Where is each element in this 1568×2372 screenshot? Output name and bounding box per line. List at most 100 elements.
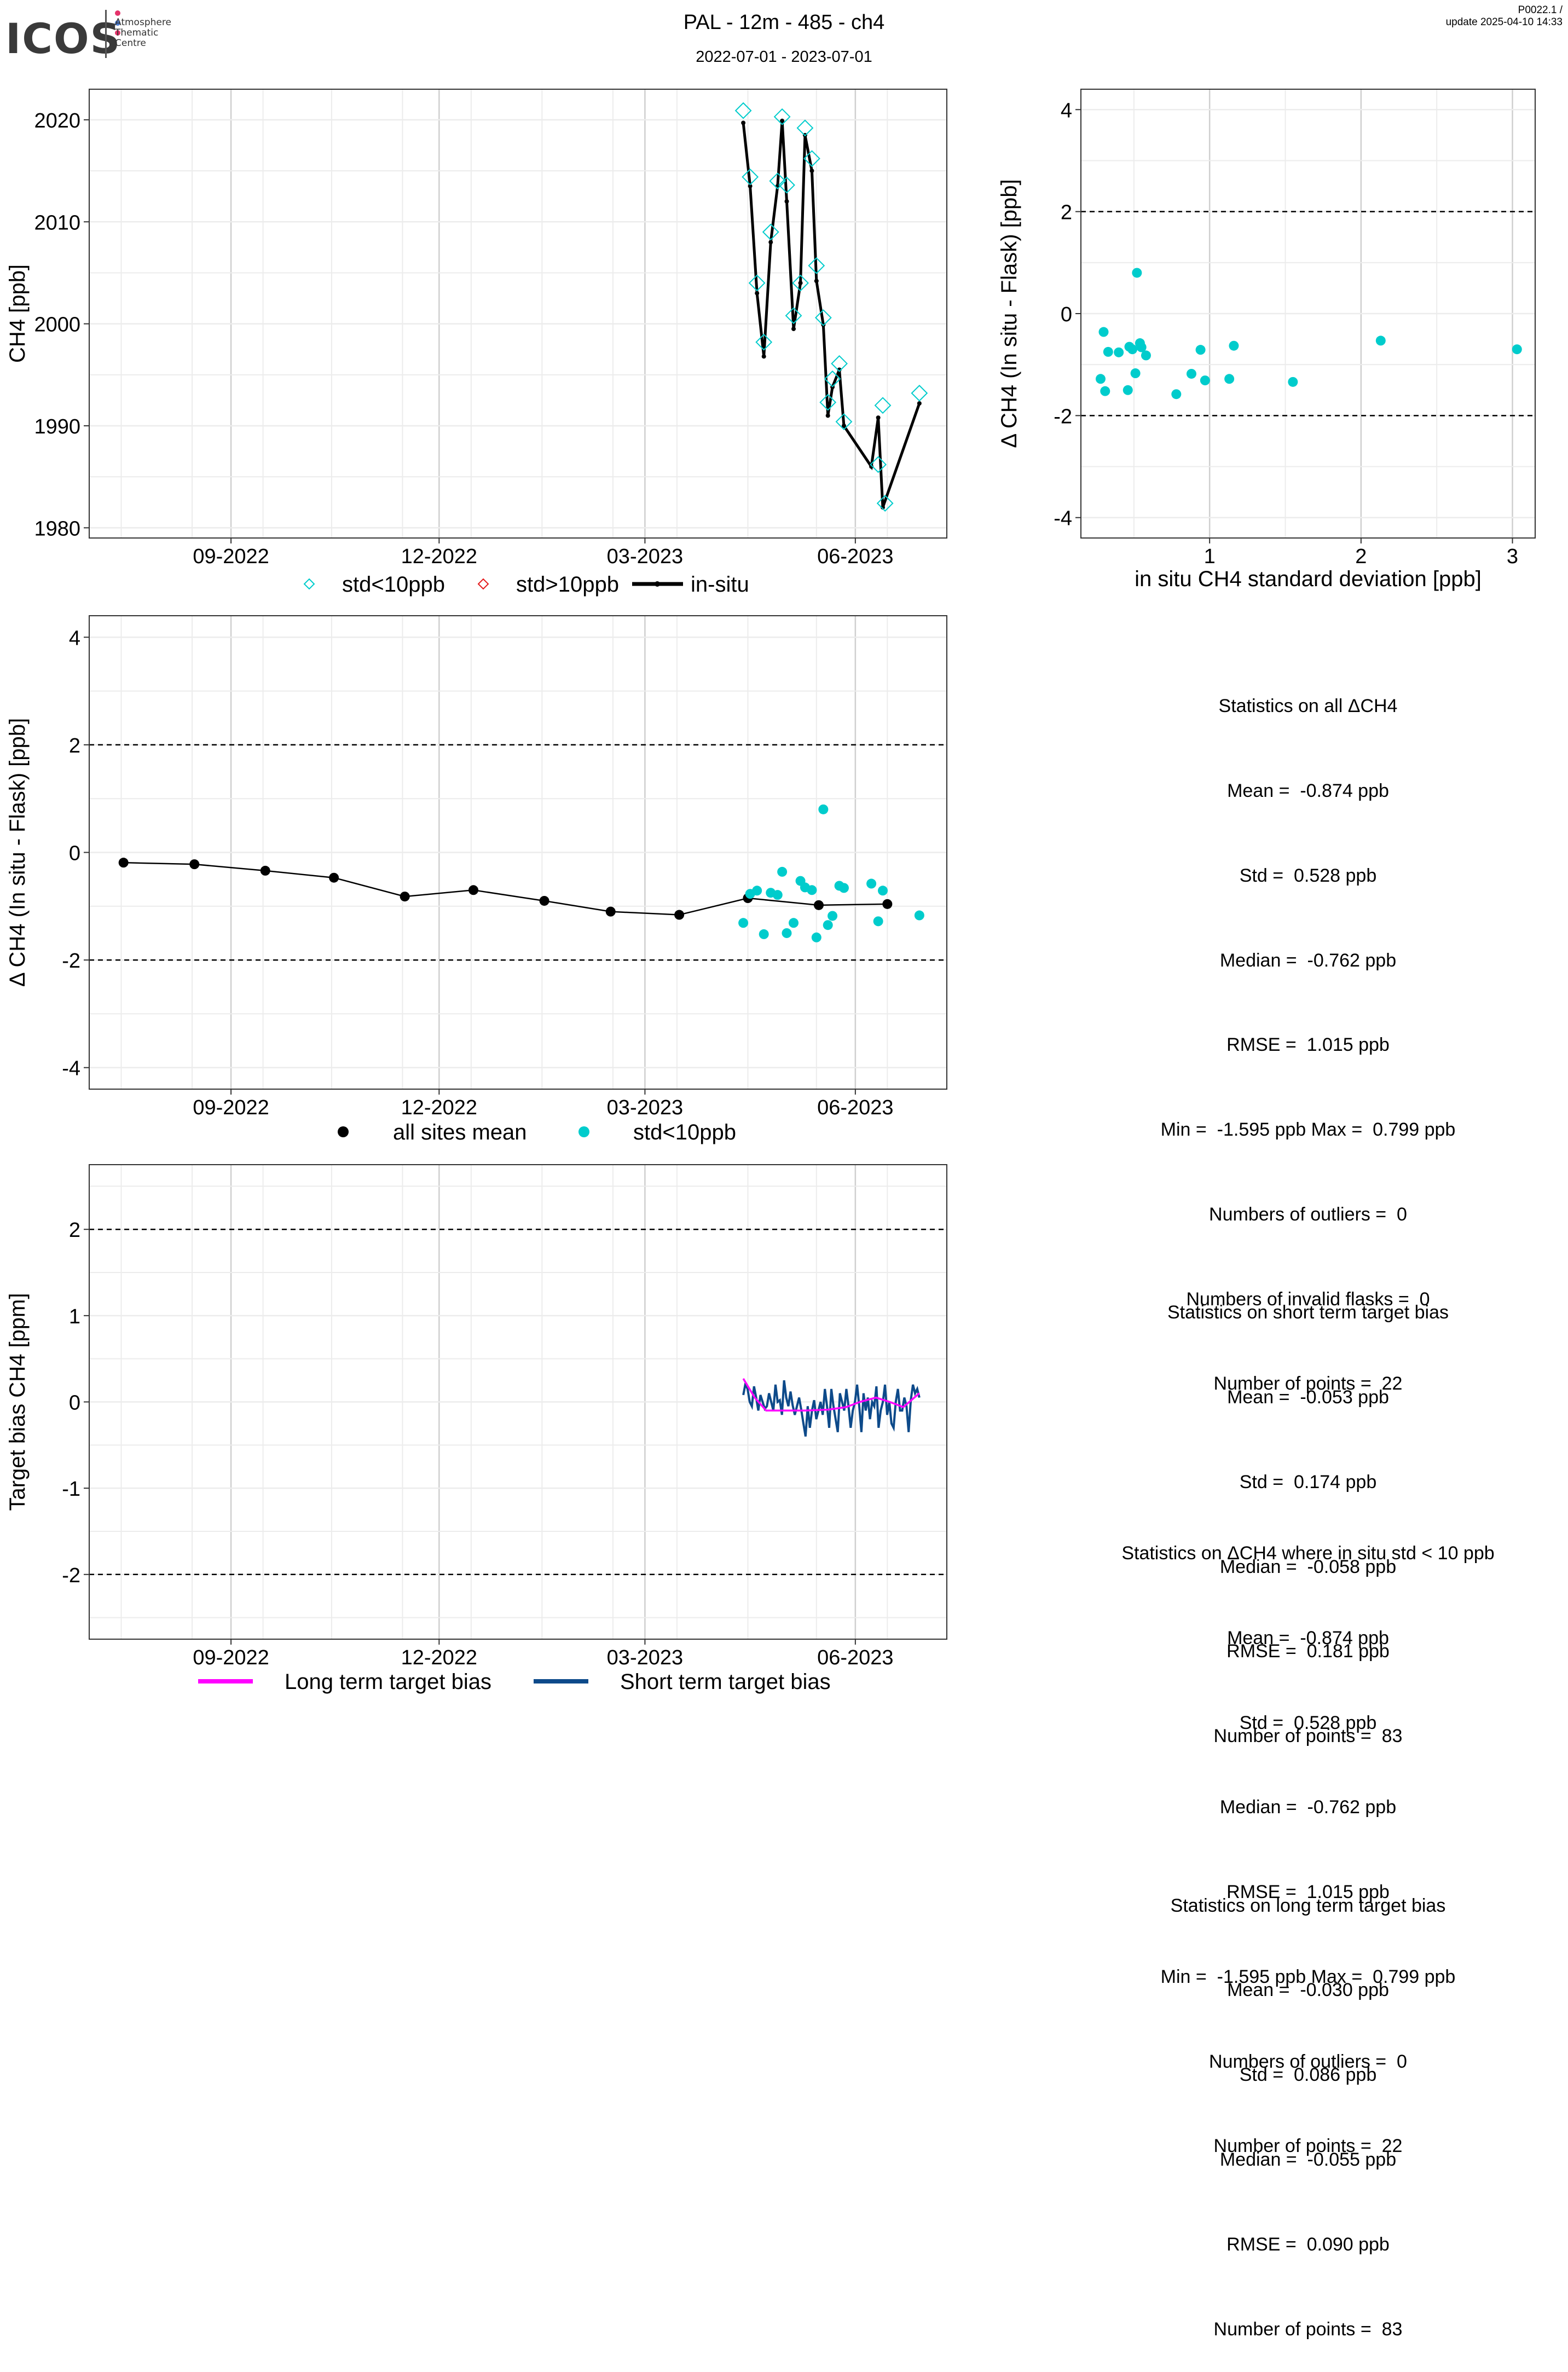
timeseries-x-tick-label: 12-2022	[401, 545, 477, 568]
scatter-std-point	[1512, 344, 1522, 355]
stats-all-line: Min = -1.595 ppb Max = 0.799 ppb	[1160, 1119, 1456, 1141]
scatter-std-point	[1123, 385, 1133, 395]
scatter-std-point	[1229, 340, 1239, 351]
stats-long-title: Statistics on long term target bias	[1170, 1895, 1446, 1916]
timeseries-y-axis-label: CH4 [ppb]	[5, 264, 30, 363]
target-bias-x-tick-label: 06-2023	[817, 1646, 893, 1669]
delta-timeseries-flask-point	[777, 866, 788, 877]
target-bias-y-axis-label: Target bias CH4 [ppm]	[5, 1293, 30, 1511]
legend-std-label: std<10ppb	[633, 1120, 736, 1144]
legend-mean-label: all sites mean	[393, 1120, 527, 1144]
scatter-std-point	[1114, 347, 1124, 357]
timeseries-flask-marker	[769, 172, 786, 190]
timeseries-insitu-point	[761, 354, 766, 359]
delta-timeseries-border	[89, 615, 947, 1090]
legend-std-high-marker	[477, 578, 489, 590]
timeseries-flask-marker	[742, 168, 759, 186]
scatter-std-y-tick-label: 2	[1061, 201, 1072, 224]
stats-all-line: Number of points = 22	[1213, 1373, 1403, 1395]
stats-all-line: Numbers of invalid flasks = 0	[1186, 1288, 1430, 1310]
delta-timeseries-flask-point	[811, 932, 821, 942]
delta-timeseries-mean-line	[123, 861, 888, 916]
timeseries-insitu-point	[780, 118, 785, 123]
charts-canvas: 09-2022 12-2022 03-2023 06-2023 1980 1990 2 0 0 0…	[5, 89, 1536, 1694]
logo-divider	[105, 10, 107, 58]
delta-timeseries-mean-point	[674, 910, 685, 920]
stats-all-line: Std = 0.528 ppb	[1239, 865, 1377, 886]
timeseries-insitu-point	[748, 184, 753, 189]
delta-timeseries-mean-point	[400, 892, 410, 902]
delta-timeseries-flask-point	[772, 890, 783, 900]
delta-timeseries-mean-point	[118, 858, 129, 868]
delta-timeseries-flask-point	[752, 886, 762, 896]
version-info: P0022.1 / update 2025-04-10 14:33	[1446, 4, 1563, 28]
legend-std-high-label: std>10ppb	[516, 572, 619, 597]
delta-timeseries-flask-point	[789, 918, 799, 928]
delta-timeseries-x-tick-label: 03-2023	[607, 1096, 683, 1119]
timeseries-insitu-point	[814, 279, 819, 284]
stats-short-line: Number of points = 83	[1213, 1726, 1403, 1747]
delta-timeseries-x-tick-label: 09-2022	[193, 1096, 269, 1119]
stats-long-line: Number of points = 83	[1213, 2318, 1403, 2340]
timeseries-flask-marker	[814, 309, 832, 326]
stats-short-line: Std = 0.174 ppb	[1239, 1471, 1377, 1492]
scatter-std-y-tick-label: 0	[1061, 303, 1072, 326]
scatter-std-point	[1130, 368, 1141, 379]
delta-timeseries-mean-point	[605, 906, 616, 917]
timeseries-flask-marker	[911, 384, 928, 402]
timeseries-y-tick-label: 1980	[34, 517, 80, 540]
timeseries-flask-marker	[803, 150, 820, 167]
delta-timeseries-x-tick-label: 12-2022	[401, 1096, 477, 1119]
delta-timeseries-flask-point	[877, 886, 888, 896]
delta-timeseries-y-tick-label: -2	[62, 950, 80, 973]
delta-timeseries-flask-point	[823, 920, 833, 930]
scatter-std-point	[1100, 386, 1110, 396]
delta-timeseries-flask-point	[807, 885, 817, 895]
delta-timeseries-y-tick-label: 4	[69, 627, 80, 650]
timeseries-flask-marker	[824, 370, 841, 387]
stats-short-title: Statistics on short term target bias	[1167, 1302, 1449, 1323]
timeseries-insitu-point	[917, 401, 922, 406]
timeseries-y-tick-label: 1990	[34, 415, 80, 438]
target-bias-x-tick-label: 12-2022	[401, 1646, 477, 1669]
timeseries-flask-marker	[874, 397, 892, 414]
timeseries-x-tick-label: 06-2023	[817, 545, 893, 568]
delta-timeseries-flask-point	[759, 929, 769, 939]
timeseries-flask-marker	[831, 355, 848, 372]
timeseries-flask-marker	[762, 223, 779, 241]
scatter-std-x-tick-label: 2	[1355, 545, 1367, 568]
stats-short-line: RMSE = 0.181 ppb	[1226, 1641, 1390, 1662]
stats-all-title: Statistics on all ΔCH4	[1218, 696, 1398, 717]
scatter-std-y-axis-label: Δ CH4 (In situ - Flask) [ppb]	[997, 179, 1021, 448]
timeseries-flask-marker	[748, 274, 766, 292]
delta-timeseries-flask-point	[838, 883, 849, 893]
timeseries-insitu-point	[841, 424, 846, 428]
target-bias-x-tick-label: 09-2022	[193, 1646, 269, 1669]
scatter-std-x-axis-label: in situ CH4 standard deviation [ppb]	[1135, 567, 1482, 591]
update-timestamp: update 2025-04-10 14:33	[1445, 16, 1563, 28]
delta-timeseries-flask-point	[738, 918, 749, 928]
legend-long-term-label: Long term target bias	[285, 1670, 491, 1694]
delta-timeseries-flask-point	[818, 804, 829, 814]
scatter-std-border	[1080, 89, 1536, 539]
legend-mean-marker	[338, 1126, 349, 1137]
delta-timeseries-mean-point	[539, 895, 549, 906]
target-bias-short-term-line	[742, 1380, 921, 1437]
timeseries-flask-marker	[819, 394, 837, 411]
target-bias-y-tick-label: -1	[62, 1478, 80, 1501]
timeseries-flask-marker	[808, 257, 825, 274]
stats-target-block: Statistics on short term target bias Mea…	[1029, 1242, 1568, 2372]
target-bias-y-tick-label: 0	[69, 1392, 80, 1415]
timeseries-insitu-point	[876, 415, 881, 420]
scatter-std-point	[1200, 375, 1210, 386]
timeseries-insitu-point	[798, 281, 803, 286]
timeseries-insitu-point	[755, 291, 760, 296]
stats-all-line: RMSE = 1.015 ppb	[1226, 1034, 1390, 1056]
delta-timeseries-y-tick-label: 2	[69, 734, 80, 757]
delta-timeseries-mean-point	[813, 900, 824, 910]
scatter-std-point	[1127, 344, 1138, 355]
scatter-std-y-tick-label: 4	[1061, 99, 1072, 122]
version-code: P0022.1 /	[1518, 4, 1563, 16]
timeseries-insitu-point	[741, 120, 746, 125]
timeseries-insitu-point	[784, 199, 789, 204]
